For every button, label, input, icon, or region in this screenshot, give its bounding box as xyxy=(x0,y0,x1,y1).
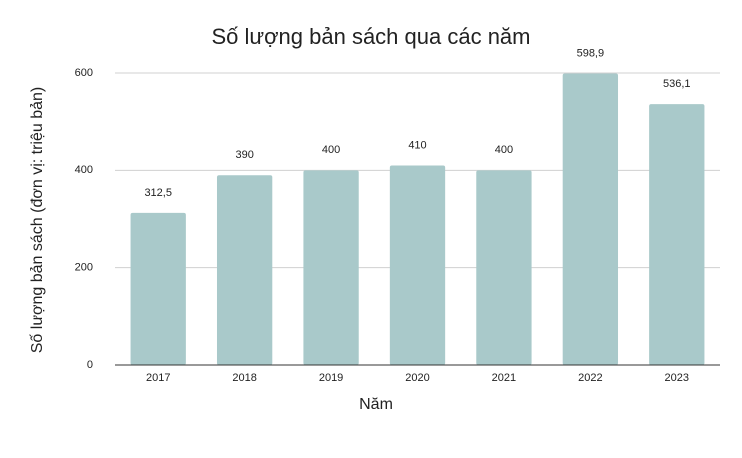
value-label: 410 xyxy=(408,139,426,151)
x-tick-label: 2023 xyxy=(665,372,689,384)
bar xyxy=(562,73,619,365)
x-tick-label: 2020 xyxy=(405,372,429,384)
bar xyxy=(303,170,359,365)
bar xyxy=(476,170,532,365)
y-tick-label: 600 xyxy=(75,67,93,79)
y-tick-label: 200 xyxy=(75,262,93,274)
value-label: 312,5 xyxy=(144,187,172,199)
x-tick-label: 2021 xyxy=(492,372,516,384)
bar xyxy=(649,104,705,366)
y-tick-label: 400 xyxy=(75,164,93,176)
x-tick-label: 2018 xyxy=(232,372,256,384)
value-label: 598,9 xyxy=(577,47,605,59)
value-label: 400 xyxy=(322,144,340,156)
bar xyxy=(130,212,186,365)
value-label: 400 xyxy=(495,144,513,156)
x-tick-label: 2019 xyxy=(319,372,343,384)
value-label: 536,1 xyxy=(663,78,691,90)
bar xyxy=(216,175,273,365)
value-label: 390 xyxy=(235,149,253,161)
x-axis-title: Năm xyxy=(359,396,393,413)
y-tick-label: 0 xyxy=(87,359,93,371)
x-tick-label: 2017 xyxy=(146,372,170,384)
bar xyxy=(389,165,446,365)
x-tick-label: 2022 xyxy=(578,372,602,384)
chart-title: Số lượng bản sách qua các năm xyxy=(211,24,530,49)
y-axis-title: Số lượng bản sách (đơn vị: triệu bản) xyxy=(29,87,46,354)
